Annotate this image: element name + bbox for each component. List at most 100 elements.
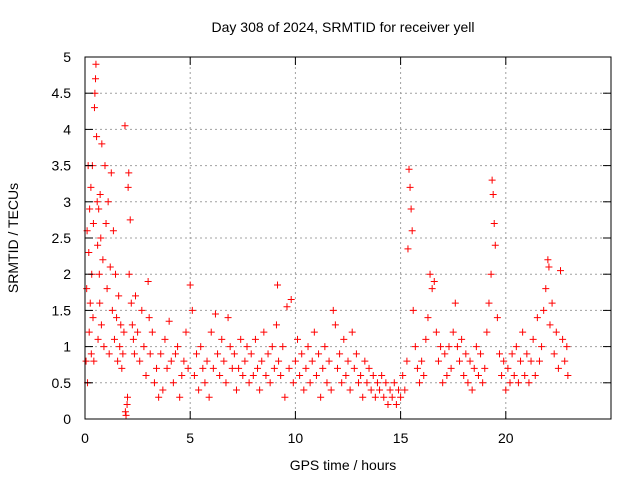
data-point bbox=[94, 335, 102, 343]
data-point bbox=[424, 314, 432, 322]
data-point bbox=[386, 386, 394, 394]
data-point bbox=[453, 343, 461, 351]
data-point bbox=[121, 122, 129, 130]
data-point bbox=[86, 299, 94, 307]
data-point bbox=[243, 343, 251, 351]
x-tick-label: 20 bbox=[498, 430, 514, 446]
data-point bbox=[460, 372, 468, 380]
data-point bbox=[331, 321, 339, 329]
data-point bbox=[529, 335, 537, 343]
data-point bbox=[545, 263, 553, 271]
data-point bbox=[376, 386, 384, 394]
data-point bbox=[146, 350, 154, 358]
data-point bbox=[124, 183, 132, 191]
data-point bbox=[525, 379, 533, 387]
data-point bbox=[500, 357, 508, 365]
data-point bbox=[87, 350, 95, 358]
x-tick-label: 15 bbox=[393, 430, 409, 446]
data-point bbox=[209, 364, 217, 372]
data-point bbox=[418, 357, 426, 365]
data-point bbox=[87, 183, 95, 191]
data-point bbox=[439, 379, 447, 387]
data-point bbox=[407, 205, 415, 213]
y-axis-label: SRMTID / TECUs bbox=[5, 183, 21, 293]
data-point bbox=[232, 386, 240, 394]
data-point bbox=[449, 328, 457, 336]
data-point bbox=[437, 343, 445, 351]
data-point bbox=[224, 314, 232, 322]
data-point bbox=[342, 372, 350, 380]
data-point bbox=[89, 314, 97, 322]
data-point bbox=[127, 299, 135, 307]
data-point bbox=[101, 162, 109, 170]
data-point bbox=[97, 321, 105, 329]
data-point bbox=[502, 386, 510, 394]
data-point bbox=[434, 357, 442, 365]
y-tick-label: 0.5 bbox=[52, 375, 72, 391]
data-point bbox=[128, 321, 136, 329]
data-point bbox=[405, 165, 413, 173]
data-point bbox=[493, 314, 501, 322]
chart-title: Day 308 of 2024, SRMTID for receiver yel… bbox=[212, 19, 475, 35]
data-point bbox=[338, 379, 346, 387]
data-point bbox=[315, 350, 323, 358]
data-point bbox=[264, 350, 272, 358]
data-point bbox=[388, 393, 396, 401]
data-point bbox=[557, 267, 565, 275]
data-point bbox=[416, 379, 424, 387]
data-point bbox=[237, 335, 245, 343]
data-point bbox=[97, 234, 105, 242]
data-point bbox=[462, 350, 470, 358]
data-point bbox=[104, 198, 112, 206]
data-point bbox=[96, 299, 104, 307]
data-point bbox=[197, 343, 205, 351]
data-point bbox=[82, 357, 90, 365]
data-point bbox=[428, 285, 436, 293]
data-point bbox=[169, 379, 177, 387]
data-point bbox=[230, 350, 238, 358]
data-point bbox=[294, 335, 302, 343]
data-point bbox=[306, 379, 314, 387]
data-point bbox=[262, 372, 270, 380]
data-point bbox=[85, 248, 93, 256]
data-point bbox=[289, 379, 297, 387]
data-point bbox=[483, 328, 491, 336]
data-point bbox=[100, 343, 108, 351]
data-point bbox=[125, 169, 133, 177]
data-point bbox=[432, 328, 440, 336]
x-tick-label: 10 bbox=[288, 430, 304, 446]
data-point bbox=[355, 379, 363, 387]
data-point bbox=[487, 270, 495, 278]
data-point bbox=[95, 270, 103, 278]
data-points bbox=[82, 60, 572, 419]
data-point bbox=[544, 256, 552, 264]
data-point bbox=[403, 357, 411, 365]
data-point bbox=[167, 357, 175, 365]
data-point bbox=[268, 343, 276, 351]
data-point bbox=[150, 379, 158, 387]
data-point bbox=[380, 393, 388, 401]
data-point bbox=[564, 372, 572, 380]
data-point bbox=[153, 364, 161, 372]
data-point bbox=[456, 357, 464, 365]
data-point bbox=[283, 303, 291, 311]
y-tick-label: 3 bbox=[63, 194, 71, 210]
data-point bbox=[300, 386, 308, 394]
data-point bbox=[406, 183, 414, 191]
data-point bbox=[382, 379, 390, 387]
data-point bbox=[182, 328, 190, 336]
data-point bbox=[249, 372, 257, 380]
data-point bbox=[220, 357, 228, 365]
data-point bbox=[517, 357, 525, 365]
data-point bbox=[157, 350, 165, 358]
data-point bbox=[155, 393, 163, 401]
data-point bbox=[92, 60, 100, 68]
data-point bbox=[188, 306, 196, 314]
data-point bbox=[161, 335, 169, 343]
data-point bbox=[214, 350, 222, 358]
data-point bbox=[390, 379, 398, 387]
data-point bbox=[443, 372, 451, 380]
data-point bbox=[247, 350, 255, 358]
data-point bbox=[510, 372, 518, 380]
y-tick-label: 4.5 bbox=[52, 85, 72, 101]
